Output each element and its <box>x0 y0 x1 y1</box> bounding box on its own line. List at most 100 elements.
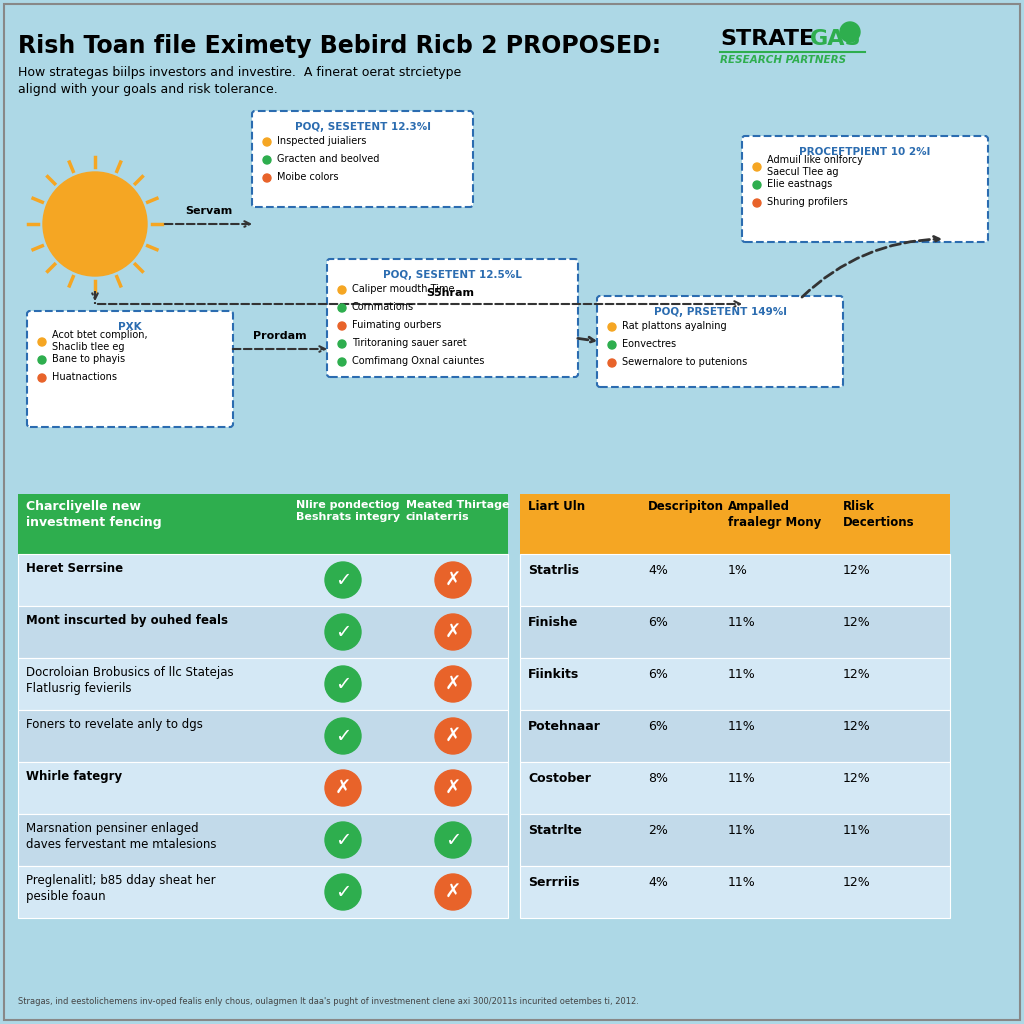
Text: PXK: PXK <box>118 322 141 332</box>
Text: ✓: ✓ <box>335 726 351 745</box>
Text: Admuil like onlforcy
Saecul Tlee ag: Admuil like onlforcy Saecul Tlee ag <box>767 156 863 177</box>
FancyBboxPatch shape <box>520 658 950 710</box>
Circle shape <box>43 172 147 276</box>
Text: Tiritoraning sauer saret: Tiritoraning sauer saret <box>352 338 467 348</box>
Text: POQ, SESETENT 12.3%l: POQ, SESETENT 12.3%l <box>295 122 430 132</box>
Text: ✓: ✓ <box>335 883 351 901</box>
Circle shape <box>38 338 46 346</box>
Circle shape <box>338 358 346 366</box>
Text: 12%: 12% <box>843 616 870 629</box>
Circle shape <box>325 562 361 598</box>
Text: Prordam: Prordam <box>253 331 307 341</box>
Text: ✗: ✗ <box>444 883 461 901</box>
Circle shape <box>608 323 616 331</box>
Text: 6%: 6% <box>648 720 668 733</box>
Text: Rat plattons ayalning: Rat plattons ayalning <box>622 321 727 331</box>
Text: Bane to phayis: Bane to phayis <box>52 354 125 364</box>
Text: Meated Thirtage
cinlaterris: Meated Thirtage cinlaterris <box>406 500 510 522</box>
Text: Nlire pondectiog
Beshrats integry: Nlire pondectiog Beshrats integry <box>296 500 400 522</box>
Text: ✗: ✗ <box>444 623 461 641</box>
Text: Shuring profilers: Shuring profilers <box>767 197 848 207</box>
FancyBboxPatch shape <box>520 494 950 554</box>
Circle shape <box>338 286 346 294</box>
FancyBboxPatch shape <box>520 554 950 606</box>
Text: 6%: 6% <box>648 668 668 681</box>
Circle shape <box>753 163 761 171</box>
Text: Moibe colors: Moibe colors <box>278 172 339 182</box>
Circle shape <box>325 614 361 650</box>
Text: Gracten and beolved: Gracten and beolved <box>278 154 379 164</box>
Text: Rlisk
Decertions: Rlisk Decertions <box>843 500 914 529</box>
Text: Potehnaar: Potehnaar <box>528 720 601 733</box>
Text: Inspected juialiers: Inspected juialiers <box>278 136 367 146</box>
FancyBboxPatch shape <box>18 814 508 866</box>
Circle shape <box>325 718 361 754</box>
Circle shape <box>338 340 346 348</box>
Text: 12%: 12% <box>843 772 870 785</box>
Text: Statrlis: Statrlis <box>528 564 579 577</box>
Circle shape <box>435 666 471 702</box>
Text: How strategas biilps investors and investire.  A finerat oerat strcietype
alignd: How strategas biilps investors and inves… <box>18 66 461 96</box>
Text: POQ, PRSETENT 149%l: POQ, PRSETENT 149%l <box>653 307 786 317</box>
Text: Finishe: Finishe <box>528 616 579 629</box>
Text: Stragas, ind eestolichemens inv-oped fealis enly chous, oulagmen It daa's pught : Stragas, ind eestolichemens inv-oped fea… <box>18 997 639 1006</box>
Text: ✓: ✓ <box>335 570 351 590</box>
Text: Cornmations: Cornmations <box>352 302 414 312</box>
FancyBboxPatch shape <box>520 814 950 866</box>
Text: 8%: 8% <box>648 772 668 785</box>
Circle shape <box>38 356 46 364</box>
Circle shape <box>325 874 361 910</box>
Text: GAS: GAS <box>810 29 861 49</box>
FancyBboxPatch shape <box>18 494 508 554</box>
Text: 2%: 2% <box>648 824 668 837</box>
Text: 12%: 12% <box>843 564 870 577</box>
Text: Liart Uln: Liart Uln <box>528 500 585 513</box>
Circle shape <box>753 199 761 207</box>
Text: Marsnation pensiner enlaged
daves fervestant me mtalesions: Marsnation pensiner enlaged daves ferves… <box>26 822 216 851</box>
FancyBboxPatch shape <box>18 710 508 762</box>
Circle shape <box>38 374 46 382</box>
Circle shape <box>263 156 271 164</box>
Text: Acot btet complion,
Shaclib tlee eg: Acot btet complion, Shaclib tlee eg <box>52 330 147 352</box>
Circle shape <box>338 322 346 330</box>
Text: 11%: 11% <box>728 824 756 837</box>
Circle shape <box>435 718 471 754</box>
Text: Servam: Servam <box>185 206 232 216</box>
Text: Sewernalore to putenions: Sewernalore to putenions <box>622 357 748 367</box>
Text: 11%: 11% <box>728 720 756 733</box>
Text: Fiinkits: Fiinkits <box>528 668 580 681</box>
Text: Serrriis: Serrriis <box>528 876 580 889</box>
Text: ✓: ✓ <box>335 830 351 850</box>
Circle shape <box>435 822 471 858</box>
FancyBboxPatch shape <box>27 311 233 427</box>
Text: 11%: 11% <box>728 876 756 889</box>
Text: Caliper moudth Time: Caliper moudth Time <box>352 284 455 294</box>
Text: 4%: 4% <box>648 564 668 577</box>
FancyBboxPatch shape <box>520 606 950 658</box>
Text: Whirle fategry: Whirle fategry <box>26 770 122 783</box>
Text: 11%: 11% <box>728 616 756 629</box>
Circle shape <box>338 304 346 312</box>
Circle shape <box>608 359 616 367</box>
Text: 12%: 12% <box>843 720 870 733</box>
Text: 1%: 1% <box>728 564 748 577</box>
Text: Statrlte: Statrlte <box>528 824 582 837</box>
FancyBboxPatch shape <box>18 658 508 710</box>
FancyBboxPatch shape <box>18 866 508 918</box>
Circle shape <box>753 181 761 189</box>
Text: Elie eastnags: Elie eastnags <box>767 179 833 189</box>
Circle shape <box>263 138 271 146</box>
Text: Comfimang Oxnal caiuntes: Comfimang Oxnal caiuntes <box>352 356 484 366</box>
FancyBboxPatch shape <box>520 710 950 762</box>
Text: ✓: ✓ <box>444 830 461 850</box>
Circle shape <box>325 770 361 806</box>
FancyBboxPatch shape <box>252 111 473 207</box>
Text: ✓: ✓ <box>335 623 351 641</box>
FancyBboxPatch shape <box>520 866 950 918</box>
Text: PROCEFTPIENT 10 2%l: PROCEFTPIENT 10 2%l <box>800 147 931 157</box>
FancyBboxPatch shape <box>742 136 988 242</box>
Text: POQ, SESETENT 12.5%L: POQ, SESETENT 12.5%L <box>383 270 522 280</box>
Text: Heret Serrsine: Heret Serrsine <box>26 562 123 575</box>
Circle shape <box>435 770 471 806</box>
Text: Huatnactions: Huatnactions <box>52 372 117 382</box>
